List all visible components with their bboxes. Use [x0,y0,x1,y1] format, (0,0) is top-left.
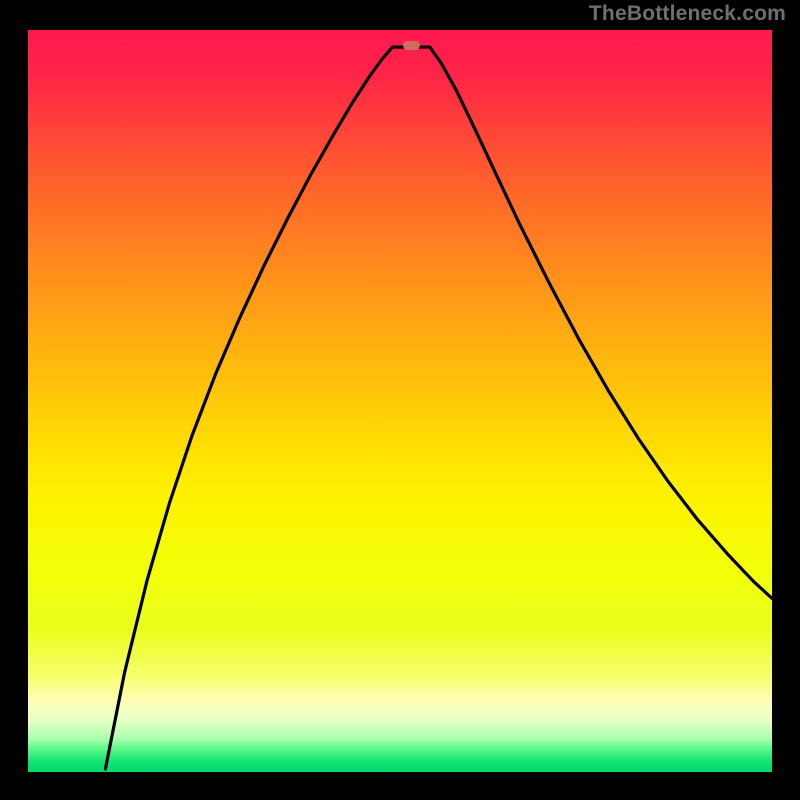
chart-frame: { "attribution": { "text": "TheBottlenec… [0,0,800,800]
plot-area [28,30,772,772]
attribution-watermark: TheBottleneck.com [589,2,786,26]
bottleneck-curve [28,30,772,772]
plot-inner [28,30,772,772]
optimum-marker [403,41,420,50]
curve-path [105,47,772,769]
